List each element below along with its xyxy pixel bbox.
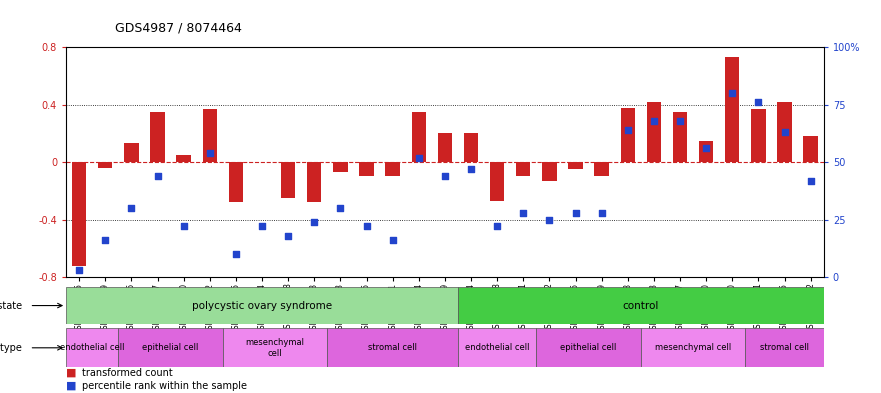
Bar — [203, 109, 217, 162]
Bar — [359, 162, 374, 176]
Text: stromal cell: stromal cell — [368, 343, 417, 352]
Point — [621, 127, 635, 133]
Text: percentile rank within the sample: percentile rank within the sample — [82, 381, 247, 391]
Bar — [595, 162, 609, 176]
Bar — [673, 112, 687, 162]
Point — [307, 219, 322, 225]
Bar — [223, 328, 328, 367]
Text: mesenchymal cell: mesenchymal cell — [655, 343, 731, 352]
Bar — [124, 143, 138, 162]
Point — [490, 223, 504, 230]
Text: transformed count: transformed count — [82, 367, 173, 378]
Point — [516, 209, 530, 216]
Text: GDS4987 / 8074464: GDS4987 / 8074464 — [115, 22, 241, 35]
Bar — [281, 162, 295, 198]
Bar — [98, 162, 113, 168]
Bar — [72, 162, 86, 266]
Bar — [537, 328, 640, 367]
Point — [98, 237, 112, 243]
Point — [464, 166, 478, 172]
Point — [803, 177, 818, 184]
Point — [725, 90, 739, 96]
Point — [700, 145, 714, 151]
Bar — [118, 328, 223, 367]
Bar — [745, 328, 824, 367]
Bar — [516, 162, 530, 176]
Bar — [458, 328, 537, 367]
Bar — [307, 162, 322, 202]
Text: stromal cell: stromal cell — [760, 343, 809, 352]
Point — [438, 173, 452, 179]
Point — [595, 209, 609, 216]
Bar — [463, 133, 478, 162]
Text: control: control — [623, 301, 659, 310]
Bar — [411, 112, 426, 162]
Text: endothelial cell: endothelial cell — [465, 343, 529, 352]
Point — [359, 223, 374, 230]
Bar — [620, 108, 635, 162]
Bar — [458, 287, 824, 324]
Point — [778, 129, 792, 135]
Point — [176, 223, 190, 230]
Bar — [438, 133, 452, 162]
Point — [255, 223, 269, 230]
Bar — [647, 102, 661, 162]
Bar — [151, 112, 165, 162]
Bar — [66, 328, 118, 367]
Text: epithelial cell: epithelial cell — [143, 343, 199, 352]
Point — [543, 217, 557, 223]
Point — [229, 251, 243, 257]
Point — [203, 150, 217, 156]
Bar — [777, 102, 792, 162]
Bar — [176, 155, 191, 162]
Bar — [490, 162, 504, 201]
Bar — [333, 162, 348, 172]
Text: disease state: disease state — [0, 301, 22, 310]
Text: polycystic ovary syndrome: polycystic ovary syndrome — [192, 301, 332, 310]
Bar — [229, 162, 243, 202]
Bar — [751, 109, 766, 162]
Bar — [542, 162, 557, 181]
Point — [411, 154, 426, 161]
Point — [568, 209, 582, 216]
Text: endothelial cell: endothelial cell — [60, 343, 124, 352]
Point — [333, 205, 347, 211]
Point — [72, 267, 86, 273]
Bar — [568, 162, 582, 169]
Text: ■: ■ — [66, 367, 77, 378]
Point — [281, 233, 295, 239]
Point — [151, 173, 165, 179]
Bar — [66, 287, 458, 324]
Bar — [386, 162, 400, 176]
Text: ■: ■ — [66, 381, 77, 391]
Bar — [699, 141, 714, 162]
Text: cell type: cell type — [0, 343, 22, 353]
Point — [386, 237, 400, 243]
Bar — [725, 57, 739, 162]
Bar — [328, 328, 458, 367]
Point — [124, 205, 138, 211]
Text: epithelial cell: epithelial cell — [560, 343, 617, 352]
Point — [647, 118, 661, 124]
Bar — [640, 328, 745, 367]
Bar — [803, 136, 818, 162]
Point — [751, 99, 766, 105]
Point — [673, 118, 687, 124]
Text: mesenchymal
cell: mesenchymal cell — [246, 338, 305, 358]
